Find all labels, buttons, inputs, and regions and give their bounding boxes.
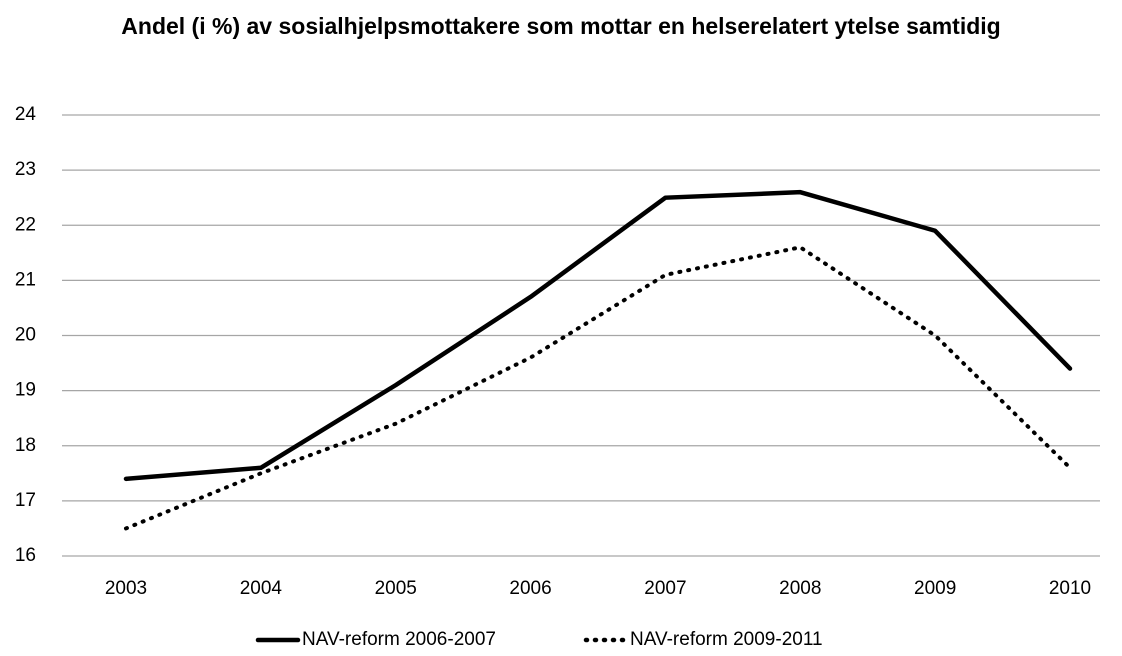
y-tick-label: 18: [15, 435, 36, 456]
x-tick-label: 2003: [105, 578, 147, 599]
y-tick-label: 21: [15, 269, 36, 290]
x-tick-label: 2009: [914, 578, 956, 599]
y-tick-label: 19: [15, 380, 36, 401]
chart-title: Andel (i %) av sosialhjelpsmottakere som…: [121, 13, 1001, 39]
y-tick-label: 20: [15, 325, 36, 346]
y-tick-label: 22: [15, 214, 36, 235]
legend-label: NAV-reform 2009-2011: [630, 629, 823, 650]
line-series: [123, 189, 1073, 482]
y-tick-label: 24: [15, 104, 37, 125]
x-tick-label: 2005: [375, 578, 417, 599]
x-tick-label: 2008: [779, 578, 821, 599]
y-tick-label: 17: [15, 490, 36, 511]
y-tick-label: 16: [15, 545, 36, 566]
y-tick-label: 23: [15, 159, 36, 180]
x-tick-label: 2007: [644, 578, 686, 599]
legend-label: NAV-reform 2006-2007: [302, 629, 496, 650]
x-tick-label: 2006: [509, 578, 551, 599]
x-tick-label: 2004: [240, 578, 283, 599]
x-tick-label: 2010: [1049, 578, 1091, 599]
line-series: [124, 245, 1072, 531]
